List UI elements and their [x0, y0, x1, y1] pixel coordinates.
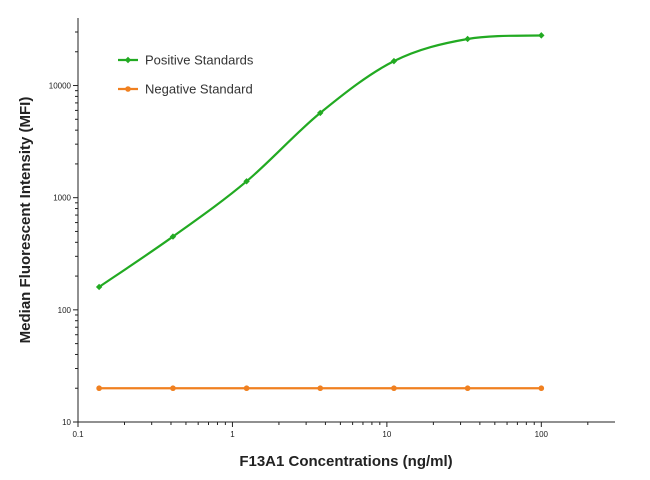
- y-axis-title: Median Fluorescent Intensity (MFI): [17, 97, 34, 344]
- y-tick-label: 1000: [53, 194, 71, 203]
- data-point: [96, 385, 102, 392]
- legend: Positive Standards Negative Standard: [118, 53, 254, 97]
- x-axis-title: F13A1 Concentrations (ng/ml): [239, 453, 452, 470]
- data-point: [317, 385, 324, 392]
- data-point: [538, 385, 545, 392]
- data-point: [317, 109, 324, 117]
- series-line: [98, 34, 542, 288]
- data-point: [243, 385, 250, 392]
- x-ticks: 0.1 1 10 100: [72, 422, 589, 439]
- data-point: [170, 385, 176, 392]
- y-tick-label: 100: [58, 306, 72, 315]
- data-point: [538, 32, 545, 39]
- data-point: [169, 233, 177, 240]
- legend-label: Positive Standards: [145, 53, 254, 68]
- legend-marker: [124, 56, 132, 64]
- y-tick-label: 10: [62, 418, 71, 427]
- series-layer: [95, 32, 545, 392]
- data-point: [464, 385, 471, 392]
- y-tick-label: 10000: [49, 82, 72, 91]
- data-point: [390, 57, 398, 65]
- series-2: [96, 385, 545, 392]
- y-ticks: 10 100 1000 10000: [49, 31, 78, 427]
- series-1: [95, 32, 545, 291]
- data-point: [243, 178, 250, 185]
- axes: [77, 18, 615, 423]
- data-point: [95, 283, 103, 291]
- x-tick-label: 1: [230, 430, 235, 439]
- legend-item: Negative Standard: [118, 82, 253, 97]
- x-tick-label: 100: [535, 430, 549, 439]
- legend-item: Positive Standards: [118, 53, 254, 68]
- x-tick-label: 0.1: [72, 430, 84, 439]
- legend-label: Negative Standard: [145, 82, 253, 97]
- legend-marker: [125, 86, 131, 92]
- data-point: [391, 385, 397, 392]
- data-point: [464, 35, 471, 43]
- x-tick-label: 10: [382, 430, 391, 439]
